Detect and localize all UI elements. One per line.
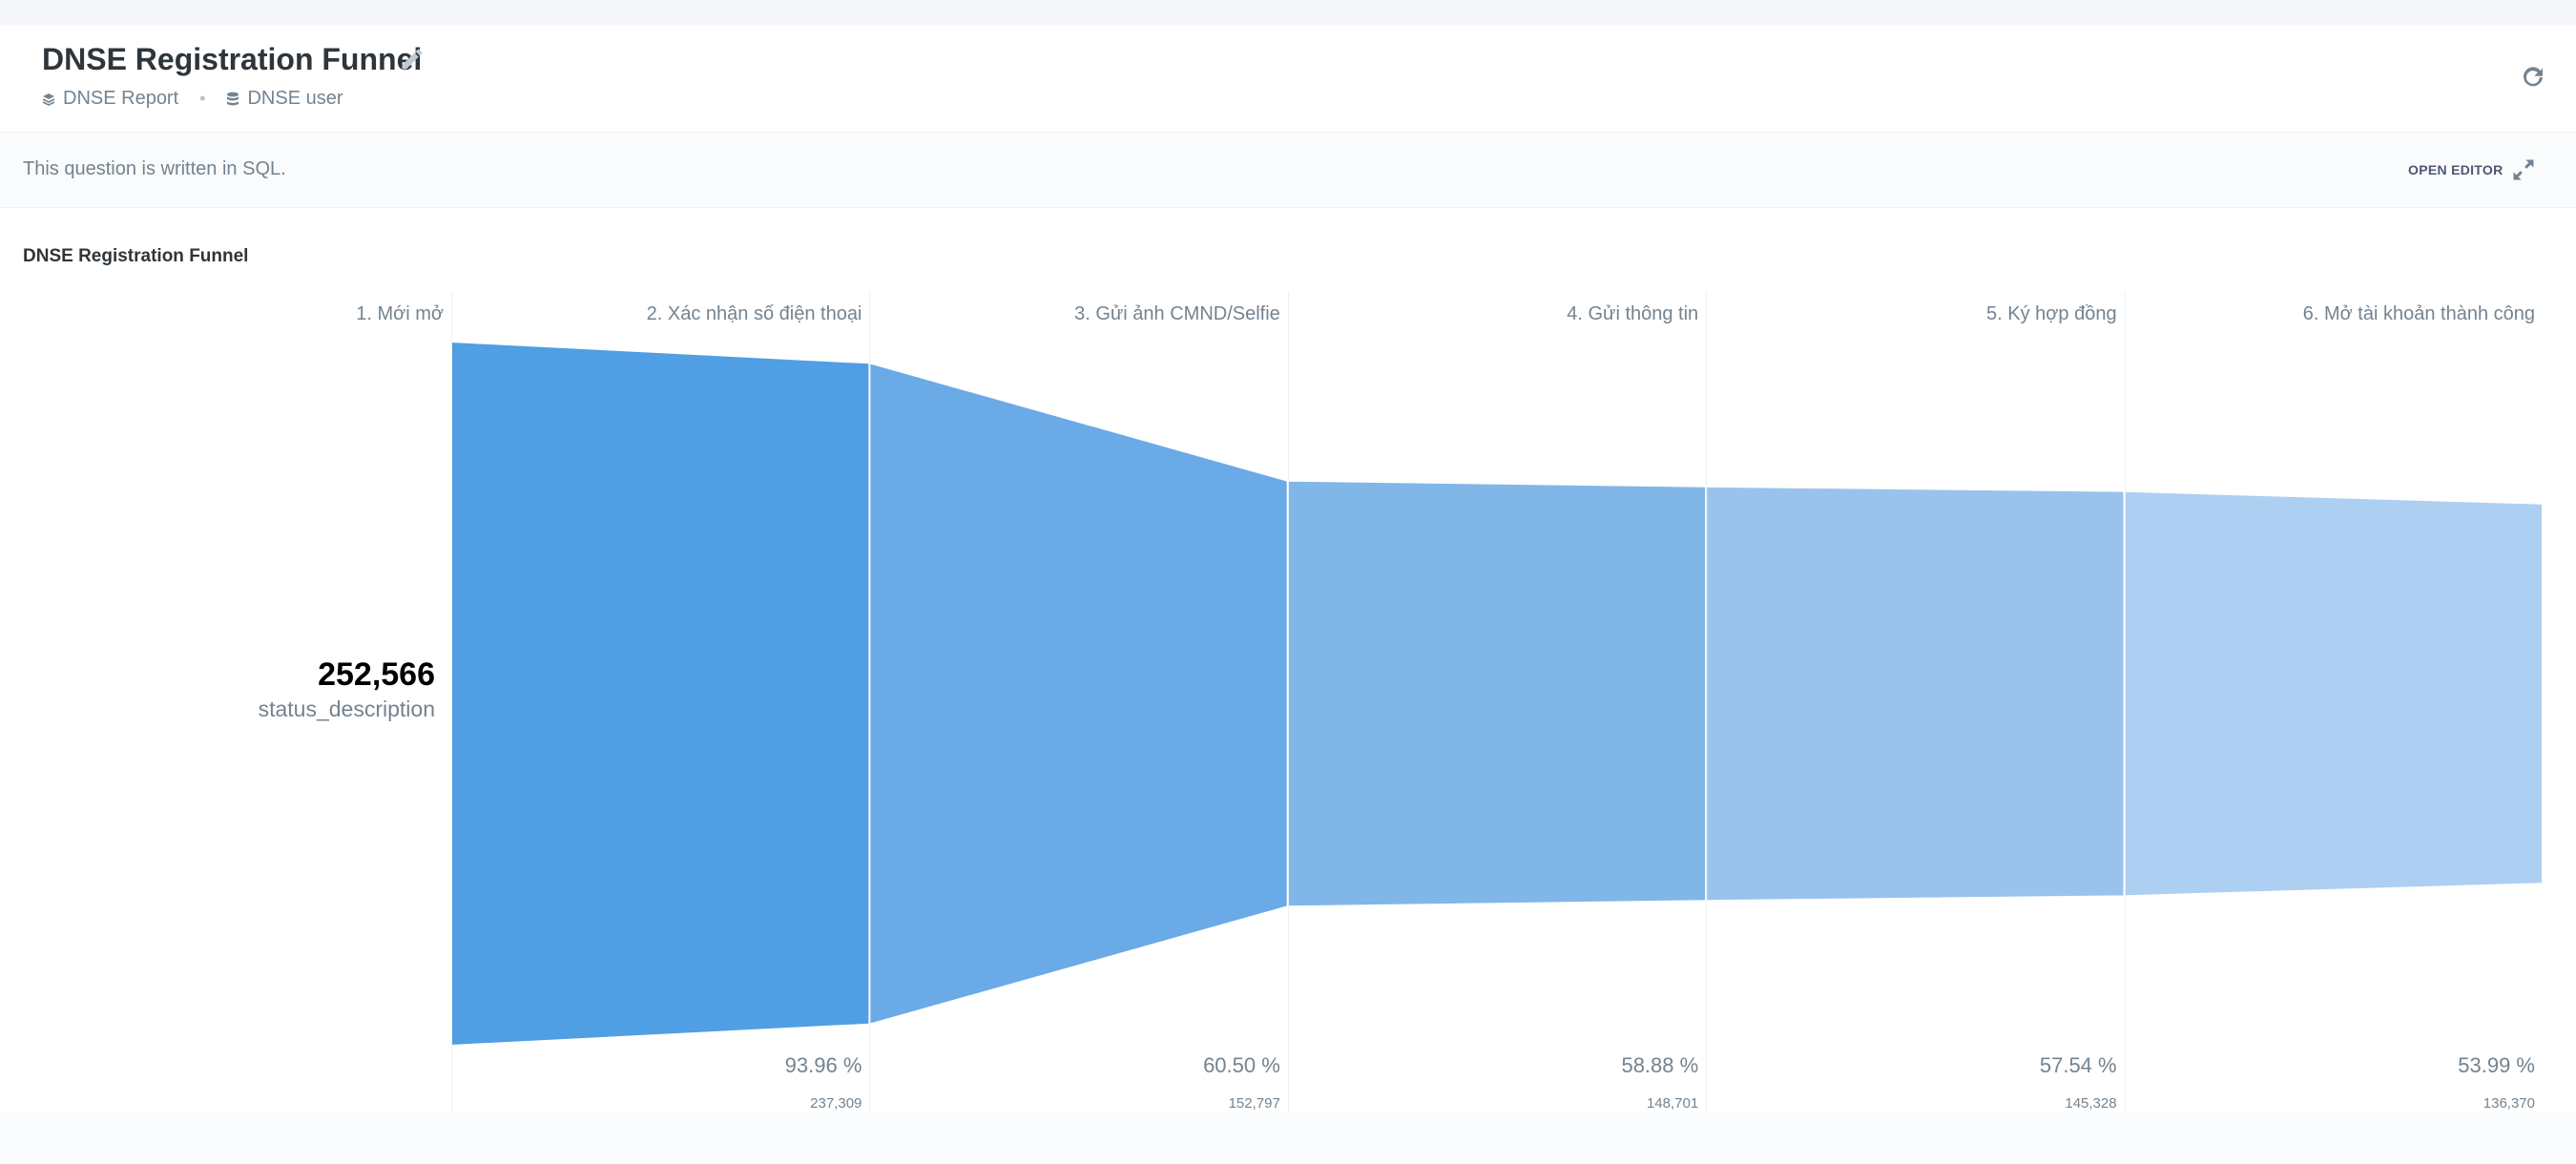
funnel-step-percent: 53.99 % — [2458, 1053, 2535, 1077]
funnel-step-percent: 93.96 % — [784, 1053, 862, 1077]
funnel-metric-name: status_description — [258, 696, 435, 721]
breadcrumb-collection[interactable]: DNSE Report — [42, 88, 178, 110]
page-title: DNSE Registration Funnel — [42, 42, 423, 76]
funnel-step-label: 5. Ký hợp đồng — [1986, 303, 2117, 324]
funnel-grid-line — [1288, 292, 1289, 1112]
edit-pencil-icon[interactable] — [399, 46, 426, 73]
funnel-grid-line — [2125, 292, 2126, 1112]
funnel-step-label: 3. Gửi ảnh CMND/Selfie — [1074, 303, 1280, 324]
top-strip — [0, 0, 2576, 25]
funnel-segment[interactable] — [868, 361, 1289, 1027]
sql-notice-text: This question is written in SQL. — [23, 158, 286, 179]
refresh-icon[interactable] — [2519, 63, 2547, 92]
funnel-chart-card: DNSE Registration Funnel 252,566 status_… — [0, 208, 2576, 1112]
funnel-segment[interactable] — [2123, 489, 2544, 898]
funnel-total-value: 252,566 — [318, 656, 435, 693]
breadcrumb: DNSE Report • DNSE user — [42, 88, 343, 110]
funnel-segment[interactable] — [1286, 479, 1708, 908]
funnel-step-label: 6. Mở tài khoản thành công — [2302, 303, 2535, 324]
funnel-step-count: 152,797 — [1228, 1095, 1280, 1112]
sql-notice-bar: This question is written in SQL. OPEN ED… — [0, 133, 2576, 208]
funnel-segment[interactable] — [450, 340, 871, 1048]
question-header: DNSE Registration Funnel DNSE Report • D… — [0, 25, 2576, 133]
funnel-grid-line — [869, 292, 870, 1112]
funnel-step-percent: 57.54 % — [2039, 1053, 2117, 1077]
funnel-step-label: 2. Xác nhận số điện thoại — [646, 303, 862, 324]
funnel-step-count: 237,309 — [810, 1095, 862, 1112]
open-editor-button[interactable]: OPEN EDITOR — [2408, 162, 2503, 177]
breadcrumb-table[interactable]: DNSE user — [226, 88, 343, 110]
breadcrumb-table-label: DNSE user — [247, 88, 343, 109]
funnel-step-count: 148,701 — [1646, 1095, 1699, 1112]
database-table-icon — [227, 92, 239, 105]
funnel-step-label: 1. Mới mở — [356, 303, 444, 324]
funnel-step-percent: 60.50 % — [1203, 1053, 1280, 1077]
funnel-step-label: 4. Gửi thông tin — [1567, 303, 1699, 324]
collection-icon — [42, 93, 55, 106]
funnel-grid-line — [451, 292, 452, 1112]
funnel-chart — [450, 340, 2544, 1048]
breadcrumb-separator: • — [199, 89, 206, 108]
chart-title: DNSE Registration Funnel — [23, 246, 249, 266]
funnel-step-count: 136,370 — [2483, 1095, 2535, 1112]
expand-icon[interactable] — [2510, 156, 2537, 183]
footer-strip — [0, 1112, 2576, 1164]
funnel-step-percent: 58.88 % — [1621, 1053, 1699, 1077]
funnel-grid-line — [1706, 292, 1707, 1112]
breadcrumb-collection-label: DNSE Report — [63, 88, 179, 109]
funnel-step-count: 145,328 — [2065, 1095, 2117, 1112]
funnel-segment[interactable] — [1705, 485, 2126, 903]
